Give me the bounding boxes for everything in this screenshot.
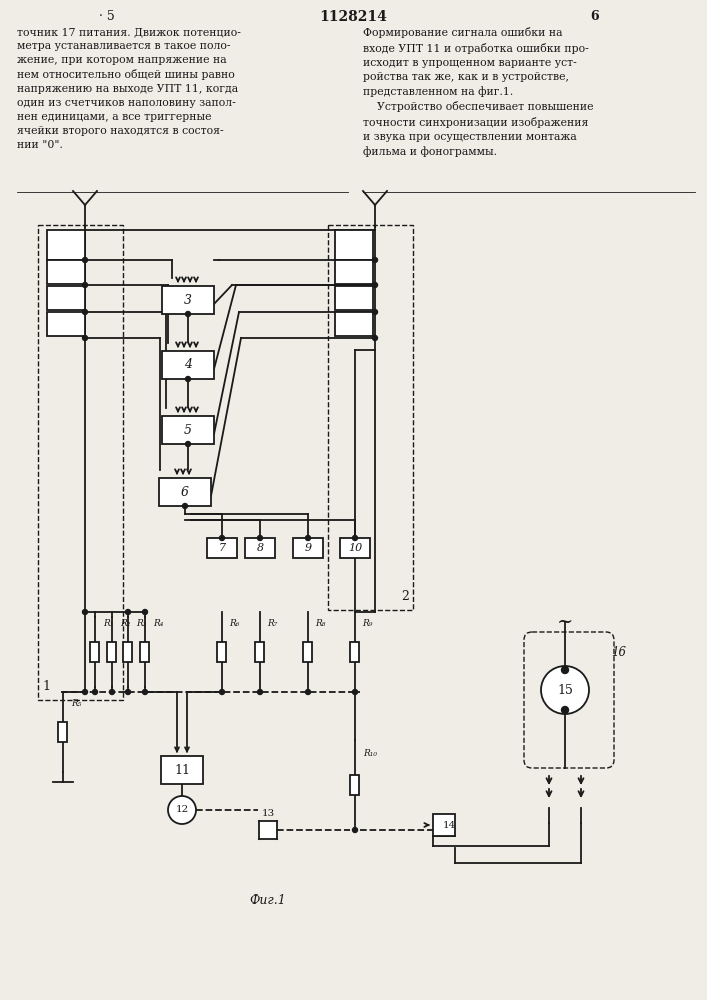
Bar (293, 538, 323, 558)
Bar (107, 642, 117, 662)
Bar (159, 478, 211, 506)
Circle shape (143, 609, 148, 614)
Circle shape (561, 666, 568, 674)
Circle shape (168, 796, 196, 824)
Circle shape (182, 504, 187, 508)
Bar (162, 416, 214, 444)
Circle shape (83, 690, 88, 694)
Text: R₄: R₄ (153, 619, 163, 629)
Circle shape (353, 828, 358, 832)
Circle shape (83, 609, 88, 614)
Circle shape (126, 609, 131, 614)
Text: R₉: R₉ (362, 619, 373, 629)
Bar (328, 225, 413, 610)
Bar (141, 642, 149, 662)
Text: 3: 3 (184, 294, 192, 306)
Text: 13: 13 (262, 808, 274, 818)
Text: 6: 6 (590, 10, 600, 23)
Text: Формирование сигнала ошибки на
входе УПТ 11 и отработка ошибки про-
исходит в уп: Формирование сигнала ошибки на входе УПТ… (363, 27, 593, 157)
Text: 6: 6 (181, 486, 189, 498)
Text: 11: 11 (174, 764, 190, 776)
Circle shape (305, 690, 310, 694)
Text: 16: 16 (611, 646, 626, 658)
Text: 10: 10 (348, 543, 362, 553)
Bar (47, 286, 85, 310)
Text: 5: 5 (184, 424, 192, 436)
Bar (47, 312, 85, 336)
Bar (38, 225, 123, 700)
Text: · 5: · 5 (99, 10, 115, 23)
Text: 9: 9 (305, 543, 312, 553)
Circle shape (126, 690, 131, 694)
Bar (335, 286, 373, 310)
Circle shape (353, 690, 358, 694)
Bar (340, 538, 370, 558)
Circle shape (143, 690, 148, 694)
Bar (47, 230, 85, 260)
Text: R₅: R₅ (71, 700, 81, 708)
Text: 4: 4 (184, 359, 192, 371)
Text: ~: ~ (557, 613, 573, 631)
Text: R₂: R₂ (120, 619, 130, 629)
Text: R₈: R₈ (315, 619, 325, 629)
Circle shape (83, 257, 88, 262)
Circle shape (373, 282, 378, 288)
Bar (207, 538, 237, 558)
Bar (218, 642, 226, 662)
Bar (90, 642, 100, 662)
Circle shape (373, 336, 378, 340)
Circle shape (83, 310, 88, 314)
Text: 1128214: 1128214 (319, 10, 387, 24)
Circle shape (110, 690, 115, 694)
Bar (245, 538, 275, 558)
Text: 8: 8 (257, 543, 264, 553)
Circle shape (305, 536, 310, 540)
Bar (303, 642, 312, 662)
Circle shape (353, 536, 358, 540)
Circle shape (185, 376, 190, 381)
Text: R₁₀: R₁₀ (363, 750, 377, 758)
Bar (335, 260, 373, 284)
Bar (47, 260, 85, 284)
Text: 15: 15 (557, 684, 573, 696)
Text: 14: 14 (443, 820, 455, 830)
Bar (124, 642, 132, 662)
Bar (335, 312, 373, 336)
Circle shape (83, 336, 88, 340)
Text: R₆: R₆ (229, 619, 240, 629)
Bar (161, 756, 203, 784)
Circle shape (185, 312, 190, 316)
Circle shape (257, 536, 262, 540)
Circle shape (219, 536, 225, 540)
Circle shape (257, 690, 262, 694)
Circle shape (561, 706, 568, 714)
Circle shape (219, 690, 225, 694)
Bar (259, 821, 277, 839)
Bar (433, 814, 455, 836)
Bar (335, 230, 373, 260)
Bar (351, 775, 359, 795)
Text: 2: 2 (401, 589, 409, 602)
Bar (162, 286, 214, 314)
Text: 12: 12 (175, 806, 189, 814)
Bar (351, 642, 359, 662)
Circle shape (541, 666, 589, 714)
Circle shape (373, 310, 378, 314)
Text: 7: 7 (218, 543, 226, 553)
Circle shape (373, 257, 378, 262)
Circle shape (83, 282, 88, 288)
Text: Фиг.1: Фиг.1 (250, 894, 286, 906)
Text: точник 17 питания. Движок потенцио-
метра устанавливается в такое поло-
жение, п: точник 17 питания. Движок потенцио- метр… (17, 27, 241, 150)
Bar (162, 351, 214, 379)
Circle shape (185, 442, 190, 446)
Text: 1: 1 (42, 680, 50, 692)
Text: R₃: R₃ (136, 619, 146, 629)
Text: R₇: R₇ (267, 619, 277, 629)
Text: R₁: R₁ (103, 619, 113, 629)
Circle shape (93, 690, 98, 694)
Bar (59, 722, 67, 742)
Bar (255, 642, 264, 662)
